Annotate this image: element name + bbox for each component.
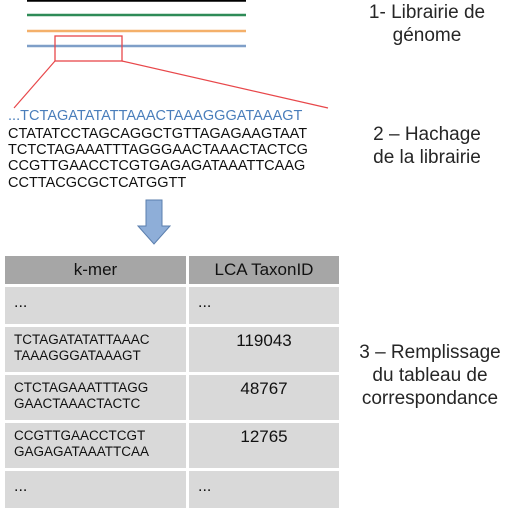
library-diagram: [13, 0, 329, 245]
library-sequence: CTATATCCTAGCAGGCTGTTAGAGAAGTAAT TCTCTAGA…: [8, 126, 308, 191]
taxid-cell: ...: [186, 284, 342, 327]
kmer-cell: CTCTAGAAATTTAGG GAACTAAACTACTC: [2, 372, 189, 423]
kmer-cell: TCTAGATATATTAAAC TAAAGGGATAAAGT: [2, 324, 189, 375]
kmer-cell: ...: [2, 468, 189, 511]
taxid-cell: 119043: [186, 324, 342, 375]
kmer-cell: ...: [2, 284, 189, 327]
step-1-label: 1- Librairie de génome: [368, 2, 486, 46]
correspondence-table: k-mer LCA TaxonID ... ... TCTAGATATATTAA…: [2, 253, 342, 511]
table-row: ... ...: [2, 468, 342, 511]
zoom-line-left: [13, 60, 56, 109]
zoom-box: [54, 35, 123, 62]
header-kmer: k-mer: [2, 253, 189, 287]
table-row: CCGTTGAACCTCGT GAGAGATAAATTCAA 12765: [2, 420, 342, 471]
highlight-sequence: ...TCTAGATATATTAAACTAAAGGGATAAAGT: [8, 108, 303, 124]
table-row: TCTAGATATATTAAAC TAAAGGGATAAAGT 119043: [2, 324, 342, 375]
step-3-label: 3 – Remplissage du tableau de correspond…: [359, 342, 501, 409]
taxid-cell: 48767: [186, 372, 342, 423]
table-row: ... ...: [2, 284, 342, 327]
header-taxonid: LCA TaxonID: [186, 253, 342, 287]
taxid-cell: ...: [186, 468, 342, 511]
taxid-cell: 12765: [186, 420, 342, 471]
kmer-cell: CCGTTGAACCTCGT GAGAGATAAATTCAA: [2, 420, 189, 471]
table-row: CTCTAGAAATTTAGG GAACTAAACTACTC 48767: [2, 372, 342, 423]
table-header: k-mer LCA TaxonID: [2, 253, 342, 287]
zoom-line-right: [121, 60, 329, 109]
down-arrow-icon: [136, 199, 172, 245]
step-2-label: 2 – Hachage de la librairie: [373, 124, 481, 168]
